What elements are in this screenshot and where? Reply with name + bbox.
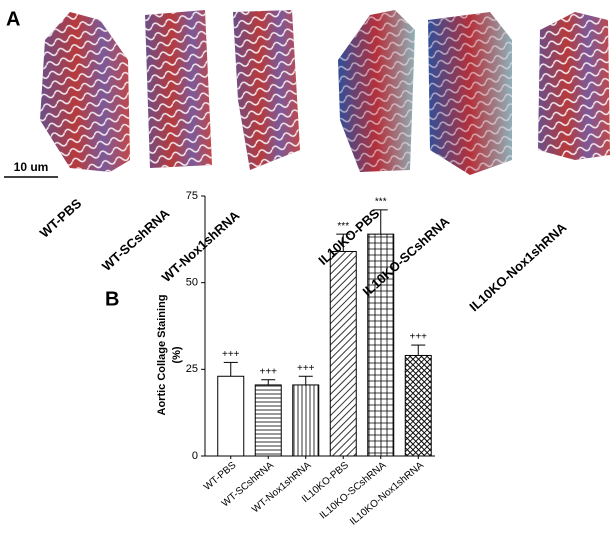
image-label: WT-SCshRNA xyxy=(99,205,173,274)
tissue-image xyxy=(428,12,512,175)
bar xyxy=(404,354,432,457)
annotation: *** xyxy=(375,197,387,208)
y-axis-label: (%) xyxy=(171,346,183,363)
x-tick-label: WT-PBS xyxy=(202,460,239,493)
bar xyxy=(217,375,245,457)
x-tick-label: IL10KO-Nox1shRNA xyxy=(348,460,426,528)
x-tick-label: IL10KO-SCshRNA xyxy=(318,460,389,522)
histology-images xyxy=(40,10,610,175)
annotation: +++ xyxy=(409,332,427,343)
annotation: +++ xyxy=(259,366,277,377)
image-label: WT-Nox1shRNA xyxy=(159,207,243,285)
y-tick-label: 25 xyxy=(186,363,198,375)
tissue-image xyxy=(233,10,300,170)
panel-label: B xyxy=(105,288,119,310)
tissue-image xyxy=(538,12,610,160)
image-label: WT-PBS xyxy=(37,195,85,240)
tissue-image xyxy=(40,12,130,172)
bar xyxy=(329,250,357,457)
y-axis-label: Aortic Collage Staining xyxy=(156,294,168,415)
scale-bar-label: 10 um xyxy=(14,160,49,174)
annotation: +++ xyxy=(297,363,315,374)
bar xyxy=(254,384,282,457)
panel-label: A xyxy=(6,8,20,30)
y-tick-label: 0 xyxy=(192,450,198,462)
tissue-image xyxy=(145,10,212,168)
image-label: IL10KO-Nox1shRNA xyxy=(466,219,569,314)
bar xyxy=(292,384,320,457)
tissue-image xyxy=(338,10,415,172)
bar xyxy=(367,233,395,457)
annotation: *** xyxy=(337,221,349,232)
y-tick-label: 50 xyxy=(186,277,198,289)
annotation: +++ xyxy=(222,349,240,360)
y-tick-label: 75 xyxy=(186,190,198,202)
